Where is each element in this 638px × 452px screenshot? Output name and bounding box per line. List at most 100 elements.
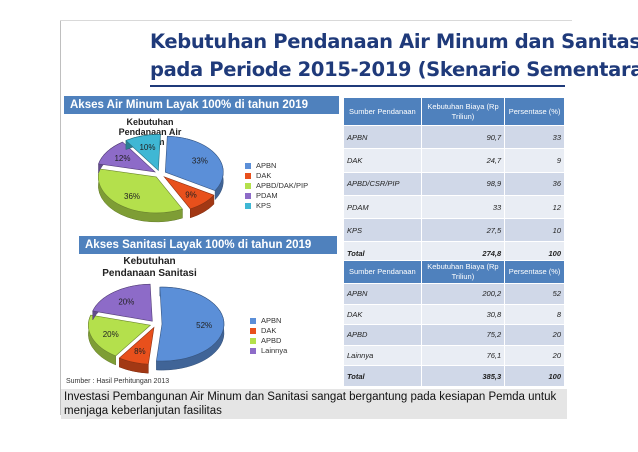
legend-swatch	[245, 173, 251, 179]
cell-percent: 8	[504, 303, 565, 326]
cell-source: APBD/CSR/PIP	[343, 171, 422, 196]
sanitasi-legend: APBN DAK APBD Lainnya	[250, 316, 287, 356]
pie-value-label: 12%	[114, 154, 130, 163]
cell-amount: 385,3	[420, 365, 506, 387]
cell-percent: 10	[504, 218, 565, 243]
legend-label: APBN	[261, 316, 282, 325]
pie-value-label: 36%	[124, 192, 140, 201]
pie-slice-pdam: 12%	[98, 141, 156, 174]
cell-source: Total	[343, 365, 422, 387]
header-sumber: Sumber Pendanaan	[343, 97, 422, 126]
cell-source: APBN	[343, 124, 422, 150]
legend-item: APBN	[250, 316, 287, 326]
cell-amount: 24,7	[420, 148, 506, 173]
sanitasi-pie-title: Kebutuhan Pendanaan Sanitasi	[102, 256, 197, 279]
legend-label: KPS	[256, 201, 272, 210]
legend-swatch	[250, 328, 256, 334]
header-kebutuhan: Kebutuhan Biaya (Rp Triliun)	[420, 97, 506, 126]
table-total-row: Total 385,3 100	[343, 365, 565, 387]
sanitasi-table: Sumber Pendanaan Kebutuhan Biaya (Rp Tri…	[343, 260, 565, 387]
legend-item: APBD/DAK/PIP	[245, 181, 308, 191]
legend-item: DAK	[250, 326, 287, 336]
pie-value-label: 33%	[192, 156, 208, 165]
header-persentase: Persentase (%)	[504, 97, 565, 126]
slide-frame-top	[60, 20, 572, 21]
table-row: Lainnya 76,1 20	[343, 344, 565, 367]
legend-item: DAK	[245, 171, 308, 181]
slide-title-line1: Kebutuhan Pendanaan Air Minum dan Sanita…	[150, 30, 638, 53]
table-row: PDAM 33 12	[343, 194, 565, 220]
cell-source: APBN	[343, 283, 422, 305]
table-row: APBD 75,2 20	[343, 324, 565, 346]
header-persentase: Persentase (%)	[504, 260, 565, 284]
pie-value-label: 9%	[185, 191, 197, 200]
cell-source: PDAM	[343, 194, 422, 220]
slide-frame-left	[60, 20, 61, 415]
pie-slice-dak: 8%	[118, 326, 155, 374]
cell-percent: 52	[504, 283, 565, 305]
cell-percent: 20	[504, 324, 565, 346]
air-minum-legend: APBN DAK APBD/DAK/PIP PDAM KPS	[245, 161, 308, 211]
air-minum-table: Sumber Pendanaan Kebutuhan Biaya (Rp Tri…	[343, 97, 565, 266]
air-minum-banner: Akses Air Minum Layak 100% di tahun 2019	[64, 96, 339, 114]
legend-swatch	[250, 348, 256, 354]
table-header-row: Sumber Pendanaan Kebutuhan Biaya (Rp Tri…	[343, 97, 565, 126]
cell-amount: 76,1	[420, 344, 506, 367]
header-kebutuhan: Kebutuhan Biaya (Rp Triliun)	[420, 260, 506, 284]
legend-item: APBN	[245, 161, 308, 171]
legend-swatch	[245, 193, 251, 199]
legend-label: DAK	[261, 326, 277, 335]
pie-slice-apbn: 33%	[164, 135, 224, 201]
table-row: APBN 200,2 52	[343, 283, 565, 305]
table-row: APBN 90,7 33	[343, 124, 565, 150]
cell-amount: 30,8	[420, 303, 506, 326]
cell-amount: 98,9	[420, 171, 506, 196]
legend-swatch	[245, 203, 251, 209]
cell-source: DAK	[343, 303, 422, 326]
legend-label: DAK	[256, 171, 272, 180]
legend-label: APBD/DAK/PIP	[256, 181, 309, 190]
cell-source: DAK	[343, 148, 422, 173]
slide-title-line2: pada Periode 2015-2019 (Skenario Sementa…	[150, 58, 638, 81]
pie-slice-apbd: 20%	[88, 314, 152, 366]
cell-percent: 9	[504, 148, 565, 173]
pie-slice-apbn: 52%	[156, 286, 225, 371]
pie-slice-dak: 9%	[163, 176, 215, 219]
title-underline	[150, 85, 565, 87]
legend-label: APBD	[261, 336, 282, 345]
air-minum-pie-chart: 33% 9% 36% 12% 10%	[98, 134, 224, 223]
legend-label: PDAM	[256, 191, 278, 200]
pie-slice-kps: 10%	[125, 134, 161, 172]
table-row: DAK 24,7 9	[343, 148, 565, 173]
slide-title: Kebutuhan Pendanaan Air Minum dan Sanita…	[150, 28, 638, 84]
pie-value-label: 8%	[134, 347, 146, 356]
cell-percent: 36	[504, 171, 565, 196]
pie-slice-lainnya: 20%	[92, 283, 153, 322]
sanitasi-pie-chart: 52% 8% 20% 20%	[88, 283, 225, 374]
cell-source: APBD	[343, 324, 422, 346]
cell-percent: 33	[504, 124, 565, 150]
cell-percent: 100	[504, 365, 565, 387]
legend-swatch	[245, 183, 251, 189]
cell-source: KPS	[343, 218, 422, 243]
pie-slice-apbd-dak-pip: 36%	[98, 168, 183, 223]
table-header-row: Sumber Pendanaan Kebutuhan Biaya (Rp Tri…	[343, 260, 565, 284]
cell-amount: 33	[420, 194, 506, 220]
legend-item: APBD	[250, 336, 287, 346]
table-row: KPS 27,5 10	[343, 218, 565, 243]
pie-value-label: 10%	[139, 143, 155, 152]
cell-amount: 90,7	[420, 124, 506, 150]
cell-amount: 75,2	[420, 324, 506, 346]
header-sumber: Sumber Pendanaan	[343, 260, 422, 284]
legend-swatch	[250, 318, 256, 324]
legend-label: Lainnya	[261, 346, 288, 355]
sanitasi-banner: Akses Sanitasi Layak 100% di tahun 2019	[79, 236, 337, 254]
pie-value-label: 20%	[103, 330, 119, 339]
legend-label: APBN	[256, 161, 277, 170]
legend-item: Lainnya	[250, 346, 287, 356]
legend-swatch	[250, 338, 256, 344]
table-row: APBD/CSR/PIP 98,9 36	[343, 171, 565, 196]
footer-note: Investasi Pembangunan Air Minum dan Sani…	[61, 389, 567, 419]
cell-percent: 20	[504, 344, 565, 367]
cell-percent: 12	[504, 194, 565, 220]
